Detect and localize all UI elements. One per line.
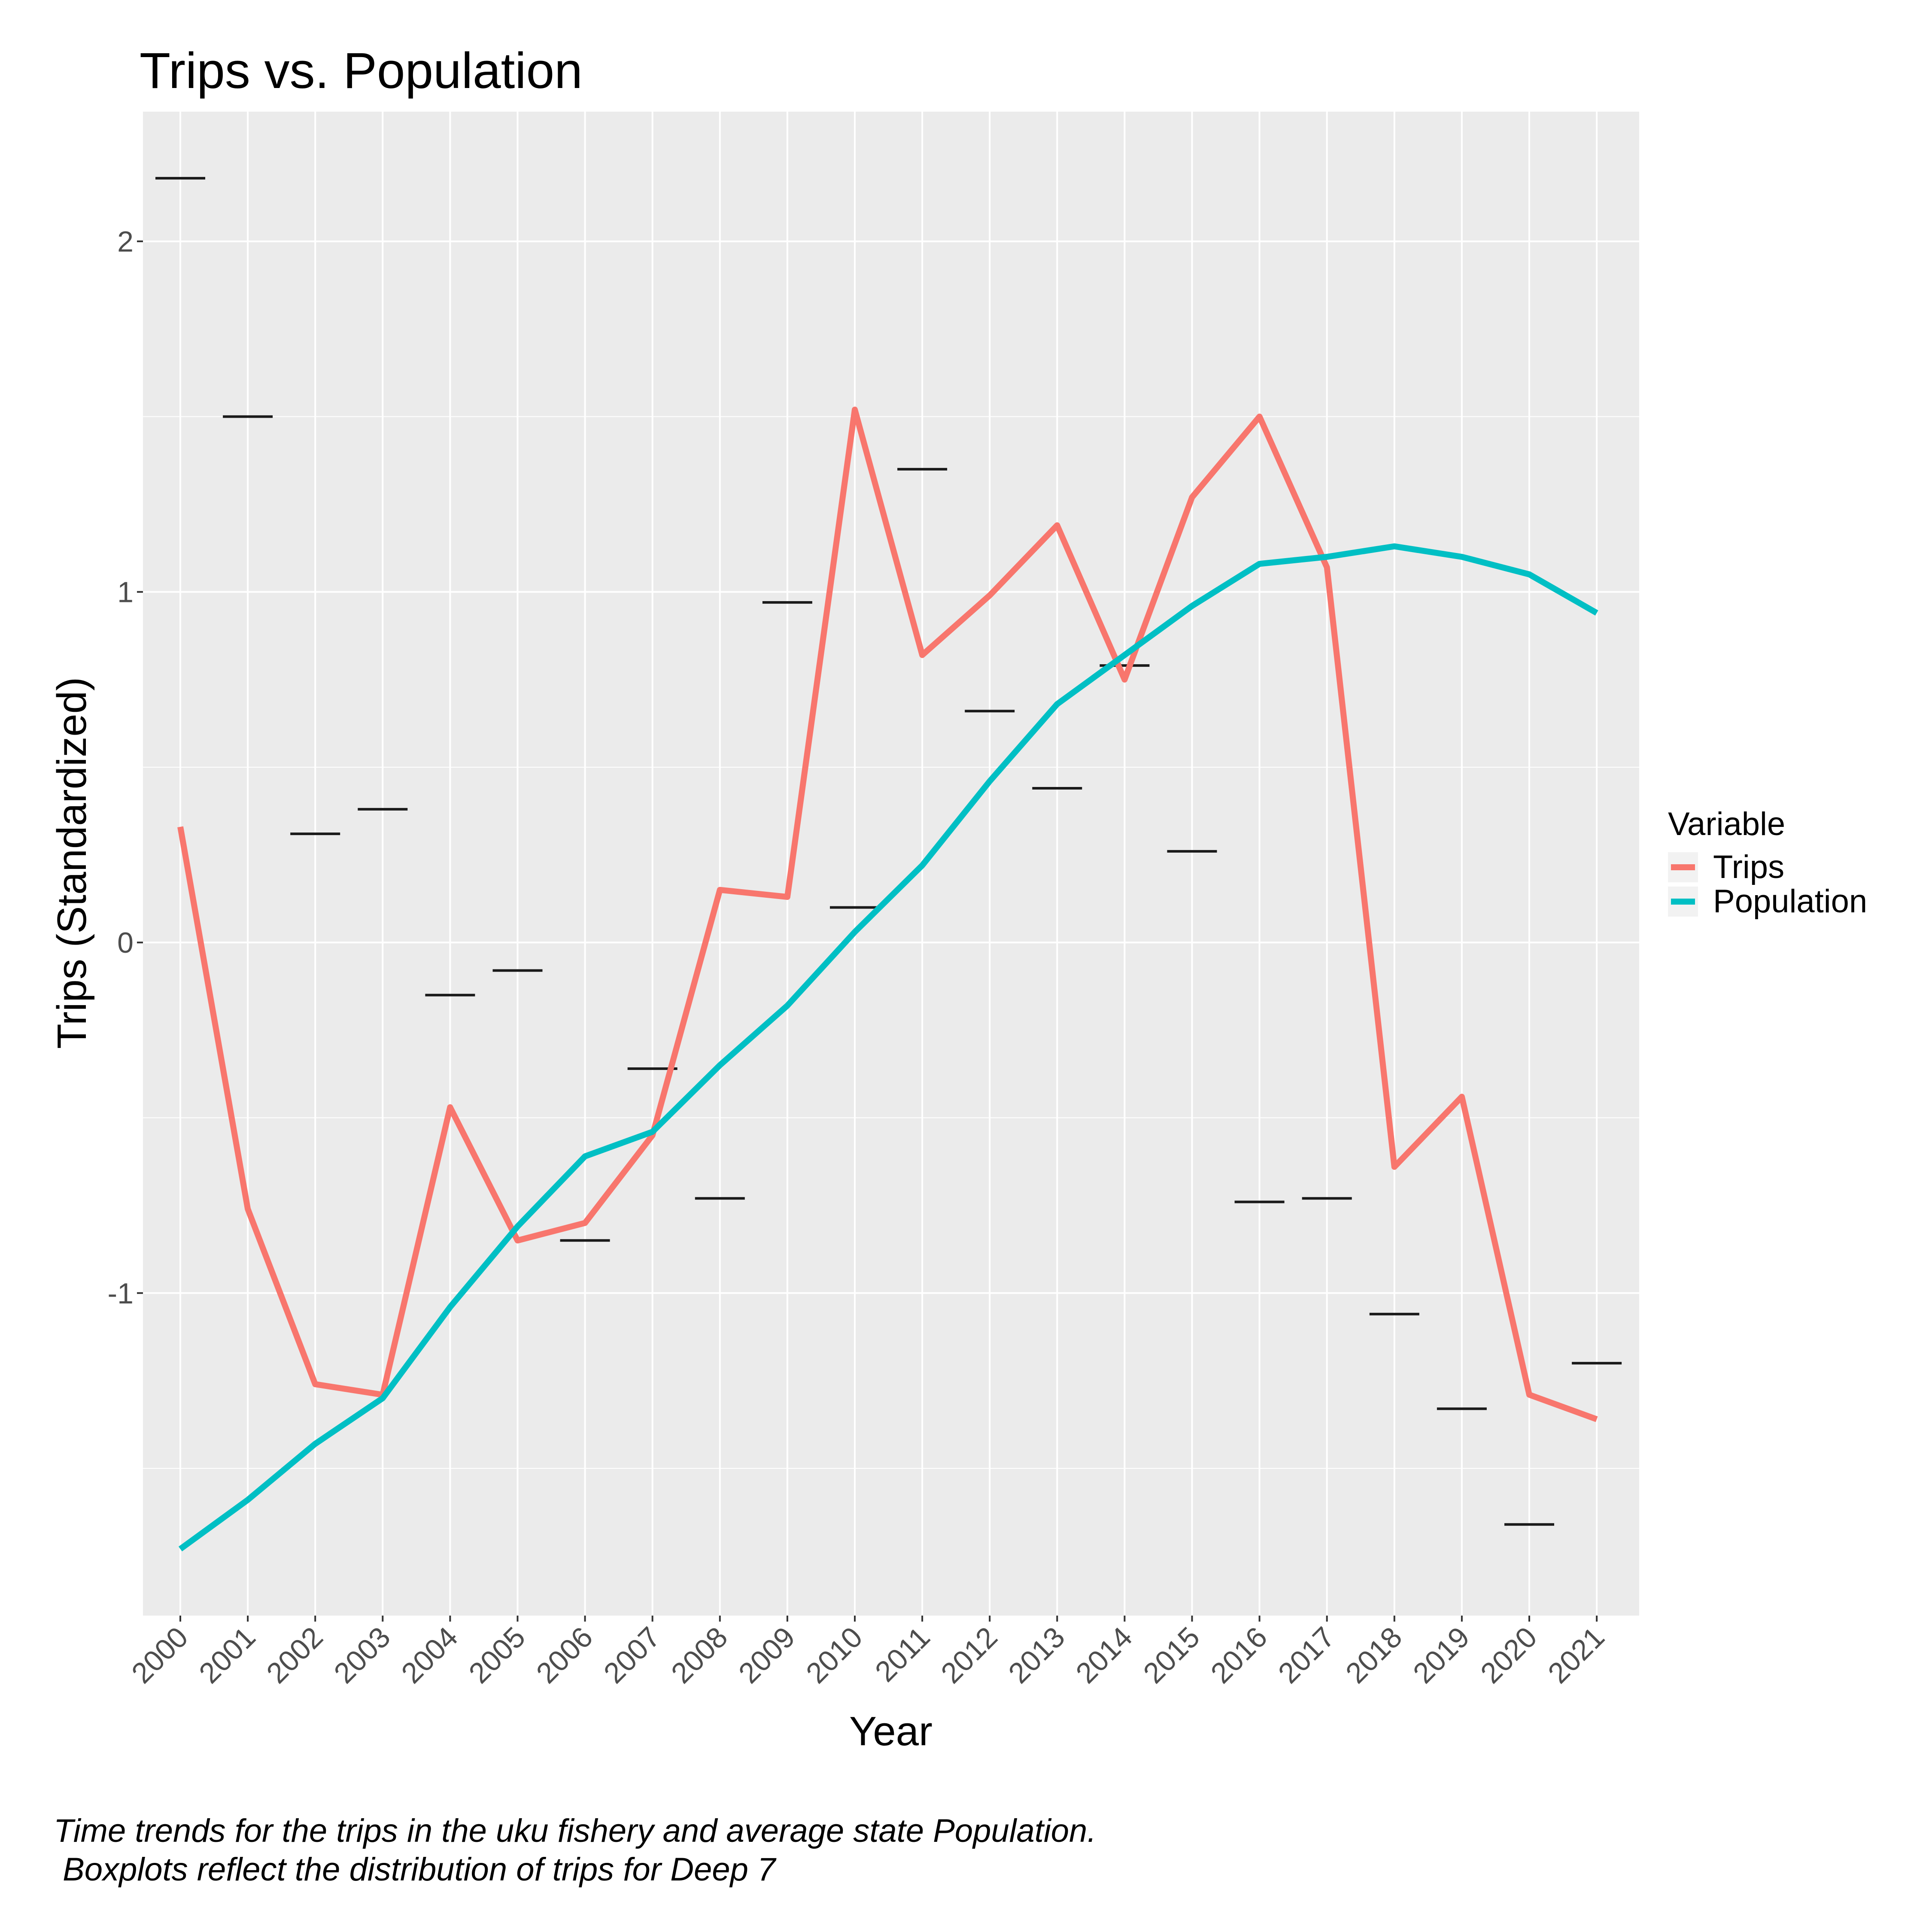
caption-line-2: Boxplots reflect the distribution of tri… — [54, 1851, 777, 1888]
y-tick-label: 2 — [117, 225, 134, 258]
grid-major — [143, 112, 1639, 1616]
series-lines — [177, 407, 1598, 1552]
legend-label-trips: Trips — [1713, 849, 1784, 885]
median-marks — [155, 177, 1622, 1526]
x-axis-title: Year — [849, 1708, 933, 1754]
y-axis-title: Trips (Standardized) — [49, 677, 95, 1049]
legend: Variable Trips Population — [1668, 806, 1867, 920]
series-line-trips — [177, 407, 1598, 1422]
legend-label-population: Population — [1713, 883, 1867, 920]
series-line-population — [178, 543, 1598, 1552]
chart-title: Trips vs. Population — [140, 43, 583, 99]
y-tick-label: 1 — [117, 576, 134, 609]
caption-line-1: Time trends for the trips in the uku fis… — [54, 1813, 1096, 1849]
legend-title: Variable — [1668, 806, 1785, 842]
y-tick-label: -1 — [108, 1277, 134, 1310]
y-tick-label: 0 — [117, 927, 134, 959]
